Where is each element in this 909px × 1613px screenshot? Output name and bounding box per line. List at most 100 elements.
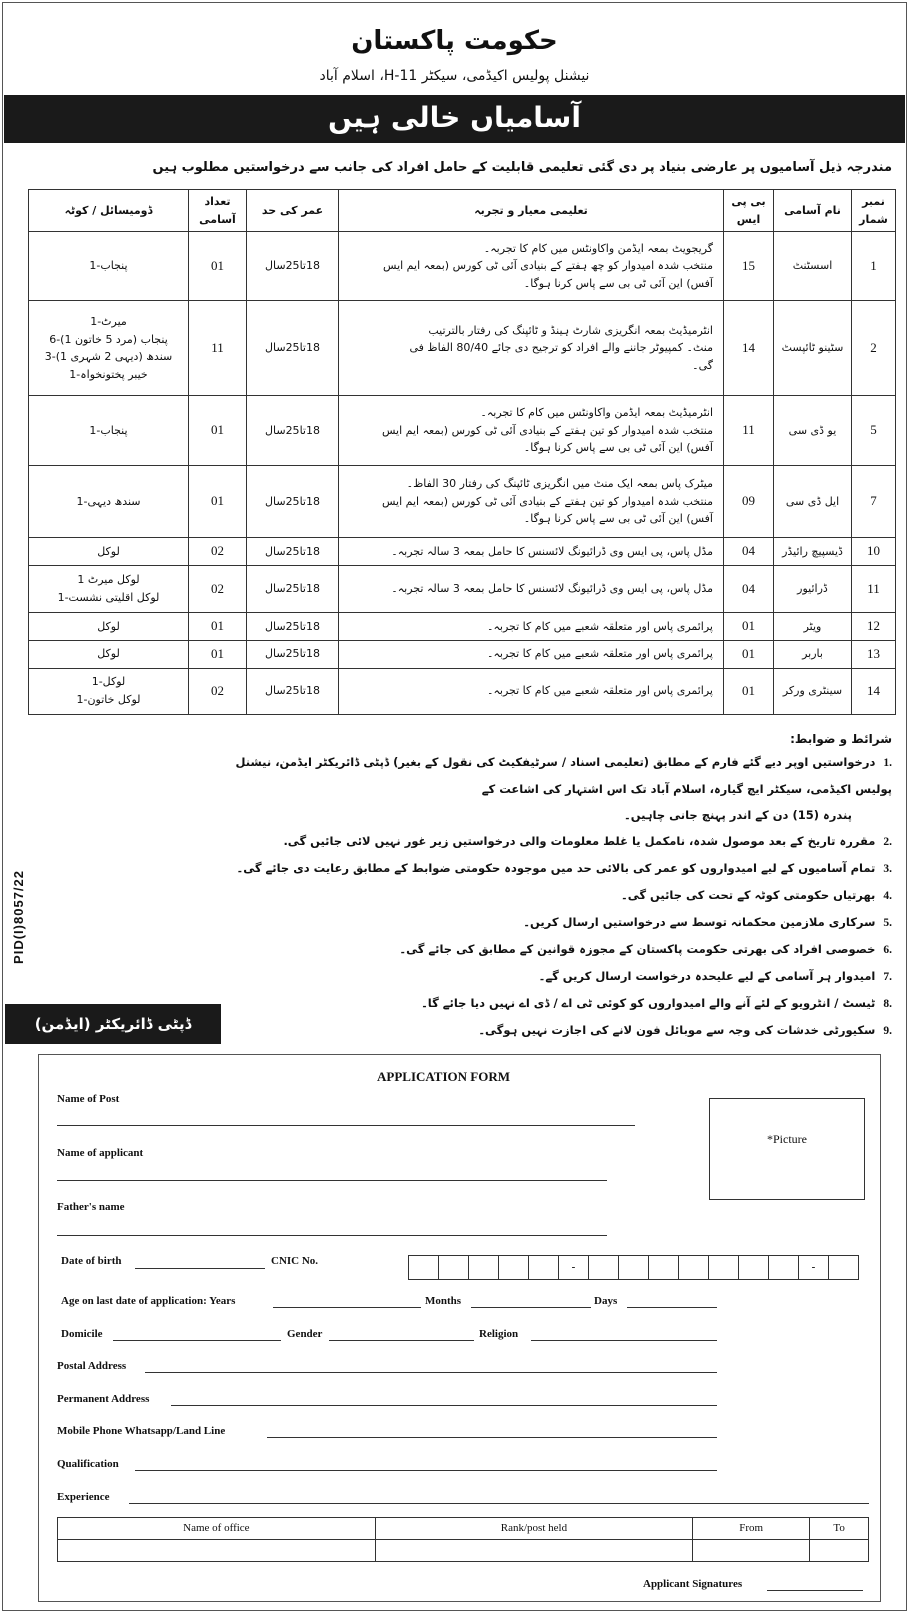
qual-line: میٹرک پاس بمعہ ایک منٹ میں انگریزی ٹائپن… bbox=[406, 477, 713, 491]
cell-age: 18تا25سال bbox=[246, 300, 339, 397]
cnic-digit-box[interactable] bbox=[648, 1254, 679, 1280]
condition-item: .6 خصوصی افراد کی بھرتی حکومت پاکستان کے … bbox=[225, 936, 892, 963]
conditions-list: .1درخواستیں اوپر دیے گئے فارم کے مطابق (… bbox=[225, 749, 892, 1044]
cnic-digit-box[interactable]: - bbox=[558, 1254, 589, 1280]
cell-post: سٹینو ٹائپسٹ bbox=[773, 300, 852, 397]
cnic-digit-box[interactable] bbox=[528, 1254, 559, 1280]
cnic-digit-box[interactable] bbox=[468, 1254, 499, 1280]
age-years-field[interactable] bbox=[273, 1306, 421, 1308]
experience-column-header: From bbox=[692, 1516, 811, 1540]
table-row: 7 ایل ڈی سی 09 میٹرک پاس بمعہ ایک منٹ میں ا… bbox=[28, 465, 896, 539]
column-header: بی پی ایس bbox=[723, 188, 774, 233]
condition-text: تمام آسامیوں کے لیے امیدواروں کو عمر کی … bbox=[236, 860, 876, 875]
age-months-field[interactable] bbox=[471, 1306, 591, 1308]
qual-line: مڈل پاس، پی ایس وی ڈرائیونگ لائسنس کا حا… bbox=[391, 544, 713, 558]
cell-count: 02 bbox=[188, 667, 247, 715]
table-row: 11 ڈرائیور 04 مڈل پاس، پی ایس وی ڈرائیونگ ل… bbox=[28, 564, 896, 613]
cell-post: ڈرائیور bbox=[773, 564, 852, 613]
gender-field[interactable] bbox=[329, 1339, 474, 1341]
condition-number: .1 bbox=[883, 756, 892, 769]
age-days-field[interactable] bbox=[627, 1306, 717, 1308]
cell-bps: 01 bbox=[723, 611, 774, 641]
column-header: عمر کی حد bbox=[246, 188, 339, 233]
domicile-line: پنجاب-1 bbox=[89, 259, 128, 273]
cell-count: 02 bbox=[188, 537, 247, 566]
cnic-digit-box[interactable] bbox=[588, 1254, 619, 1280]
cnic-digit-box[interactable] bbox=[768, 1254, 799, 1280]
cell-no: 2 bbox=[851, 300, 896, 397]
condition-text: بھرتیاں حکومتی کوٹہ کے تحت کی جائیں گی۔ bbox=[620, 887, 876, 902]
cell-domicile: لوکل bbox=[28, 639, 189, 669]
cell-no: 11 bbox=[851, 564, 896, 613]
label-applicant-signatures: Applicant Signatures bbox=[643, 1577, 743, 1590]
cnic-digit-box[interactable] bbox=[498, 1254, 529, 1280]
cell-bps: 09 bbox=[723, 465, 774, 539]
domicile-field[interactable] bbox=[113, 1339, 281, 1341]
experience-cell[interactable] bbox=[57, 1538, 376, 1562]
dob-field[interactable] bbox=[135, 1267, 265, 1269]
cell-domicile: میرٹ-1 پنجاب (مرد 5 خاتون 1)-6 سندھ (دیہی … bbox=[28, 300, 189, 397]
domicile-line: لوکل خاتون-1 bbox=[76, 693, 141, 707]
religion-field[interactable] bbox=[531, 1339, 717, 1341]
vacancies-banner: آسامیاں خالی ہیں bbox=[4, 95, 905, 143]
name-of-applicant-field[interactable] bbox=[57, 1179, 607, 1181]
cnic-boxes[interactable]: -- bbox=[408, 1254, 859, 1280]
cell-no: 12 bbox=[851, 611, 896, 641]
cell-post: اسسٹنٹ bbox=[773, 231, 852, 302]
experience-row[interactable] bbox=[57, 1538, 869, 1562]
cell-age: 18تا25سال bbox=[246, 395, 339, 467]
postal-address-field[interactable] bbox=[145, 1371, 717, 1373]
name-of-post-field[interactable] bbox=[57, 1124, 635, 1126]
cell-domicile: لوکل bbox=[28, 537, 189, 566]
condition-item: .2 مقررہ تاریخ کے بعد موصول شدہ، نامکمل ی… bbox=[225, 828, 892, 855]
cell-count: 01 bbox=[188, 611, 247, 641]
cell-qual: مڈل پاس، پی ایس وی ڈرائیونگ لائسنس کا حا… bbox=[338, 564, 724, 613]
picture-box[interactable]: *Picture bbox=[709, 1097, 865, 1200]
condition-item: .8 ٹیسٹ / انٹرویو کے لئے آنے والے امیدوار… bbox=[225, 990, 892, 1017]
cell-count: 01 bbox=[188, 465, 247, 539]
condition-item: .9 سکیورٹی خدشات کی وجہ سے موبائل فون لان… bbox=[225, 1017, 892, 1044]
table-row: 2 سٹینو ٹائپسٹ 14 انٹرمیڈیٹ بمعہ انگریزی شا… bbox=[28, 300, 896, 397]
experience-cell[interactable] bbox=[809, 1538, 869, 1562]
table-row: 1 اسسٹنٹ 15 گریجویٹ بمعہ ایڈمن واکاونٹس میں… bbox=[28, 231, 896, 302]
cnic-digit-box[interactable] bbox=[738, 1254, 769, 1280]
signatory-box: ڈپٹی ڈائریکٹر (ایڈمن) bbox=[5, 1003, 221, 1044]
cell-post: باربر bbox=[773, 639, 852, 669]
domicile-line: سندھ (دیہی 2 شہری 1)-3 bbox=[44, 350, 173, 364]
cell-post: ڈیسپیچ رائیڈر bbox=[773, 537, 852, 566]
condition-text: سکیورٹی خدشات کی وجہ سے موبائل فون لانے … bbox=[478, 1022, 876, 1037]
cnic-digit-box[interactable] bbox=[708, 1254, 739, 1280]
cnic-digit-box[interactable] bbox=[678, 1254, 709, 1280]
cell-bps: 15 bbox=[723, 231, 774, 302]
cnic-digit-box[interactable] bbox=[408, 1254, 439, 1280]
qual-line: آفس) این آئی ٹی بی سے پاس کرنا ہوگا۔ bbox=[523, 276, 713, 290]
cell-domicile: پنجاب-1 bbox=[28, 231, 189, 302]
experience-column-header: Name of office bbox=[57, 1516, 376, 1540]
cnic-digit-box[interactable] bbox=[618, 1254, 649, 1280]
table-header-row: نمبر شمار نام آسامی بی پی ایس تعلیمی معیار … bbox=[28, 188, 896, 233]
experience-cell[interactable] bbox=[374, 1538, 694, 1562]
signature-field[interactable] bbox=[767, 1589, 863, 1591]
mobile-field[interactable] bbox=[267, 1436, 717, 1438]
cnic-digit-box[interactable] bbox=[828, 1254, 859, 1280]
label-months: Months bbox=[425, 1294, 462, 1307]
cnic-digit-box[interactable]: - bbox=[798, 1254, 829, 1280]
permanent-address-field[interactable] bbox=[171, 1404, 717, 1406]
condition-number: .8 bbox=[883, 997, 892, 1010]
cell-no: 10 bbox=[851, 537, 896, 566]
condition-text: ٹیسٹ / انٹرویو کے لئے آنے والے امیدواروں… bbox=[421, 995, 876, 1010]
conditions-section: PID(I)8057/22 ڈپٹی ڈائریکٹر (ایڈمن) شرائ… bbox=[3, 729, 906, 1044]
experience-cell[interactable] bbox=[692, 1538, 811, 1562]
experience-field[interactable] bbox=[129, 1502, 869, 1504]
fathers-name-field[interactable] bbox=[57, 1234, 607, 1236]
condition-item: .4 بھرتیاں حکومتی کوٹہ کے تحت کی جائیں گی… bbox=[225, 882, 892, 909]
condition-item: .7 امیدوار ہر آسامی کے لیے علیحدہ درخواست… bbox=[225, 963, 892, 990]
cell-qual: پرائمری پاس اور متعلقہ شعبے میں کام کا ت… bbox=[338, 667, 724, 715]
label-mobile: Mobile Phone Whatsapp/Land Line bbox=[57, 1424, 226, 1437]
label-days: Days bbox=[594, 1294, 618, 1307]
qualification-field[interactable] bbox=[135, 1469, 717, 1471]
cell-count: 02 bbox=[188, 564, 247, 613]
cell-bps: 11 bbox=[723, 395, 774, 467]
cnic-digit-box[interactable] bbox=[438, 1254, 469, 1280]
